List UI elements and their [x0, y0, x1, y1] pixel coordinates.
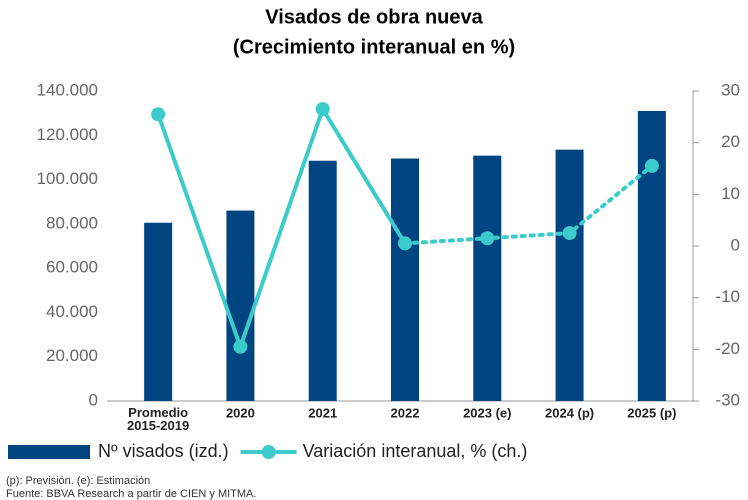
- x-tick-label: 2021: [308, 405, 337, 420]
- y-tick-label: 40.000: [46, 302, 98, 321]
- bar: [144, 222, 173, 401]
- x-tick-label: 2025 (p): [627, 405, 676, 420]
- bar: [555, 149, 584, 401]
- chart-subtitle: (Crecimiento interanual en %): [233, 36, 515, 58]
- bar: [308, 160, 337, 401]
- y-tick-label: 20.000: [46, 346, 98, 365]
- legend-swatch: [261, 445, 276, 459]
- point: [398, 236, 412, 251]
- line: [403, 163, 654, 246]
- note: (p): Previsión. (e): Estimación: [6, 475, 150, 487]
- x-tick-label: 2023 (e): [463, 405, 511, 420]
- line: [156, 104, 407, 353]
- y-tick-label: 60.000: [46, 258, 98, 277]
- note: Fuente: BBVA Research a partir de CIEN y…: [6, 488, 256, 500]
- x-tick-label: 2024 (p): [545, 405, 594, 420]
- legend-label: Nº visados (izd.): [98, 441, 229, 461]
- bar: [391, 158, 419, 401]
- y-tick-label: 80.000: [46, 213, 98, 232]
- point: [233, 339, 248, 354]
- y2-tick-label: 20: [721, 132, 740, 151]
- y-tick-label: 100.000: [37, 169, 98, 188]
- y-tick-label: 140.000: [37, 80, 98, 99]
- point: [480, 231, 495, 246]
- y-tick-label: 120.000: [37, 125, 98, 144]
- x-tick-label: 2020: [226, 405, 255, 420]
- y2-tick-label: 30: [721, 80, 740, 99]
- point: [644, 158, 659, 173]
- legend-label: Variación interanual, % (ch.): [303, 441, 528, 461]
- y-tick-label: 0: [89, 390, 98, 409]
- y2-tick-label: -20: [715, 339, 740, 358]
- bar: [637, 110, 666, 401]
- y2-tick-label: 10: [721, 184, 740, 203]
- point: [562, 226, 577, 241]
- y2-tick-label: 0: [731, 235, 740, 254]
- x-tick-label: 2022: [391, 405, 420, 420]
- legend-swatch: [8, 445, 90, 459]
- point: [151, 107, 166, 122]
- bar: [226, 210, 255, 401]
- bar: [473, 155, 502, 401]
- point: [315, 102, 330, 117]
- y2-tick-label: -10: [715, 287, 740, 306]
- y2-tick-label: -30: [715, 390, 740, 409]
- chart-title: Visados de obra nueva: [265, 6, 483, 28]
- x-tick-label: Promedio 2015-2019: [127, 405, 189, 433]
